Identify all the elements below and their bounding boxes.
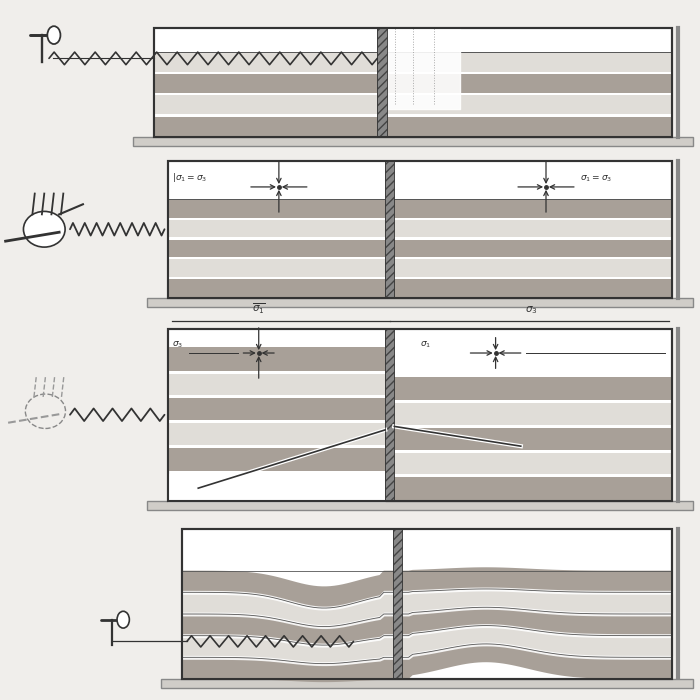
Bar (168, 276, 672, 279)
Polygon shape (182, 604, 672, 645)
Bar (168, 218, 672, 220)
Bar (154, 93, 672, 95)
Bar (377, 28, 386, 136)
Bar (377, 28, 386, 136)
Bar (154, 73, 672, 94)
Bar (394, 476, 672, 500)
Bar (133, 136, 693, 146)
Bar (168, 395, 385, 398)
Ellipse shape (48, 26, 60, 44)
Text: $\sigma_3$: $\sigma_3$ (172, 340, 183, 350)
Bar (168, 444, 385, 448)
Bar (154, 116, 672, 136)
Bar (182, 528, 672, 679)
Bar (154, 114, 672, 117)
Bar (168, 347, 385, 372)
Bar (394, 426, 672, 451)
Bar (168, 397, 385, 421)
Ellipse shape (23, 211, 65, 247)
Bar (168, 278, 672, 298)
Bar (385, 161, 394, 298)
Bar (394, 377, 672, 402)
Bar (168, 420, 385, 423)
Bar (385, 329, 394, 500)
Ellipse shape (117, 611, 130, 628)
Bar (385, 329, 394, 500)
Bar (394, 425, 672, 428)
Bar (168, 258, 672, 278)
Bar (394, 451, 672, 476)
Text: $|\sigma_1 = \sigma_3$: $|\sigma_1 = \sigma_3$ (172, 171, 206, 184)
Bar (394, 400, 672, 403)
Polygon shape (182, 622, 672, 664)
Bar (147, 500, 693, 510)
Bar (168, 199, 672, 219)
Text: $\sigma_1 = \sigma_3$: $\sigma_1 = \sigma_3$ (580, 174, 612, 184)
Bar (168, 239, 672, 258)
Bar (393, 528, 402, 679)
Bar (154, 28, 672, 136)
Bar (154, 94, 672, 116)
Bar (182, 528, 672, 679)
Text: $\sigma_3$: $\sigma_3$ (524, 304, 537, 316)
Text: $\overline{\sigma_1}$: $\overline{\sigma_1}$ (252, 302, 265, 316)
Bar (385, 161, 394, 298)
Bar (394, 475, 672, 477)
Bar (168, 446, 385, 471)
Bar (168, 370, 385, 374)
Bar (147, 298, 693, 307)
Bar (393, 528, 402, 679)
Bar (168, 372, 385, 397)
Bar (168, 161, 672, 298)
Bar (154, 72, 672, 74)
Bar (161, 679, 693, 688)
Bar (394, 402, 672, 426)
Bar (154, 52, 672, 73)
Polygon shape (182, 586, 672, 626)
Bar (168, 237, 672, 239)
Polygon shape (182, 640, 672, 682)
Bar (168, 329, 672, 500)
Text: $\sigma_1$: $\sigma_1$ (420, 340, 431, 350)
Bar (168, 161, 672, 298)
Bar (168, 421, 385, 446)
Bar (168, 329, 672, 500)
Bar (168, 257, 672, 260)
Bar (154, 28, 672, 136)
Polygon shape (182, 567, 672, 608)
Bar (168, 219, 672, 239)
Bar (394, 449, 672, 453)
